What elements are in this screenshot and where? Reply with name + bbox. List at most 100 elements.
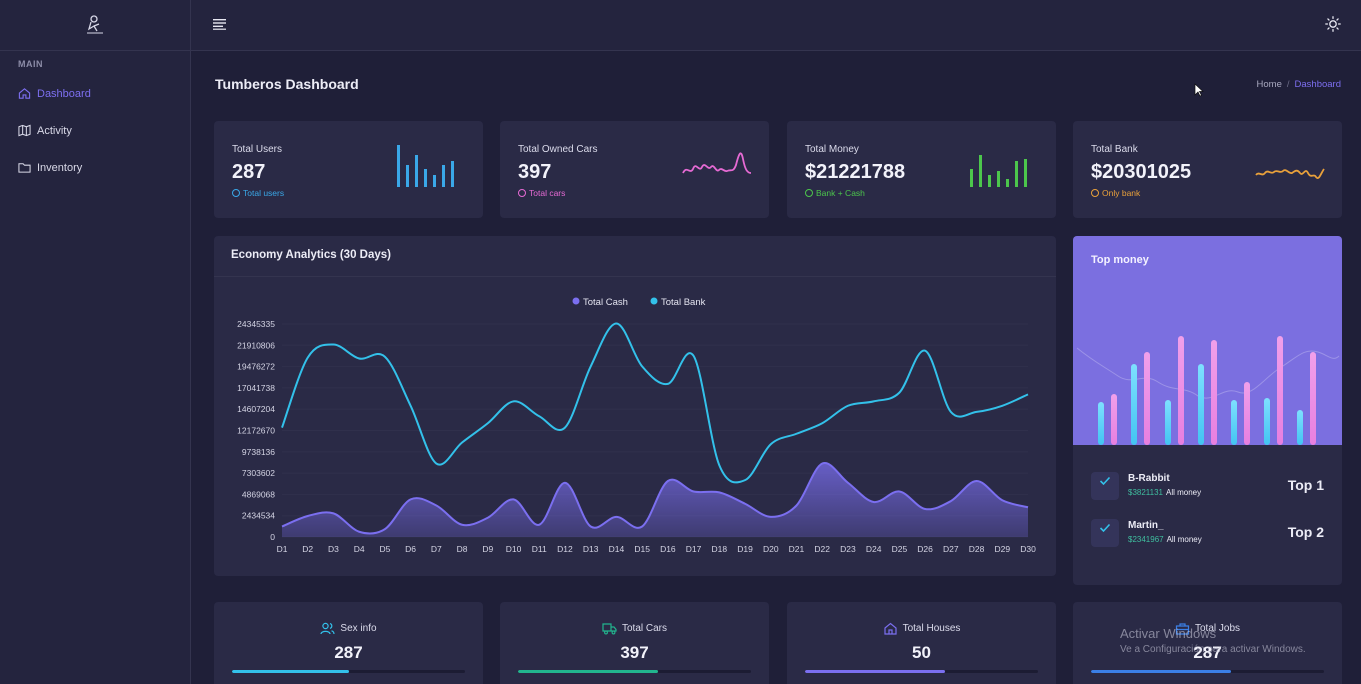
breadcrumb-current: Dashboard [1294,79,1341,90]
home-icon [18,88,31,99]
y-tick-label: 7303602 [242,468,275,478]
spark-bar [979,155,982,187]
breadcrumb-home[interactable]: Home [1256,79,1282,90]
top-money-card: Top money B-Rabbit $3821131 All money Top… [1073,236,1342,585]
decorative-bar [1277,336,1283,445]
logo-icon [87,15,103,34]
check-icon [1091,519,1119,547]
x-tick-label: D19 [737,544,753,554]
sparkline-line [682,152,752,174]
stat-card-total-users: Total Users 287 Total users [214,121,483,218]
breadcrumb-separator: / [1286,79,1290,90]
sidebar: MAIN Dashboard Activity Inventory [0,0,191,684]
progress-bar [1091,670,1324,673]
decorative-bar [1198,364,1204,445]
y-tick-label: 0 [270,532,275,542]
menu-toggle-icon[interactable] [213,18,227,30]
x-tick-label: D21 [789,544,805,554]
legend-item[interactable]: Total Bank [650,297,706,308]
x-tick-label: D28 [969,544,985,554]
truck-icon [602,623,617,635]
x-tick-label: D3 [328,544,339,554]
spark-bar [970,169,973,187]
stat-label: Total Money [805,144,859,155]
sun-icon[interactable] [1325,16,1341,32]
spark-bar [1015,161,1018,187]
bottom-card-total-cars: Total Cars 397 [500,602,769,684]
bottom-card-value: 287 [334,643,363,662]
x-tick-label: D18 [712,544,728,554]
x-tick-label: D9 [482,544,493,554]
top-money-chart [1076,336,1340,445]
sidebar-item-label: Activity [37,124,72,137]
spark-bar [433,175,436,187]
sidebar-item-dashboard[interactable]: Dashboard [0,75,190,112]
decorative-bar [1297,410,1303,445]
x-tick-label: D13 [583,544,599,554]
decorative-bar [1144,352,1150,445]
decorative-bar [1111,394,1117,445]
x-tick-label: D1 [277,544,288,554]
stat-value: $21221788 [805,161,906,183]
x-tick-label: D2 [302,544,313,554]
x-tick-label: D23 [840,544,856,554]
x-tick-label: D17 [686,544,702,554]
legend-label: Total Bank [661,297,706,308]
sidebar-item-activity[interactable]: Activity [0,112,190,149]
player-amount-suffix: All money [1166,488,1202,497]
card-title: Economy Analytics (30 Days) [231,249,391,261]
spark-bar [1006,179,1009,187]
map-icon [18,124,31,137]
progress-fill [1091,670,1231,673]
y-tick-label: 4869068 [242,489,275,499]
breadcrumb: Home / Dashboard [1257,79,1341,90]
house-icon [883,622,897,635]
info-circle-icon [518,189,526,197]
spark-bar [1024,159,1027,187]
series-line-total-cash [281,461,1029,535]
sidebar-item-inventory[interactable]: Inventory [0,149,190,186]
decorative-bar [1131,364,1137,445]
progress-fill [232,670,349,673]
sparkline-line [1255,168,1325,179]
sidebar-section-main: MAIN [18,59,43,69]
stat-label: Total Owned Cars [518,144,598,155]
watermark-title: Activar Windows [1120,626,1217,641]
top-player-row: B-Rabbit $3821131 All money Top 1 [1091,472,1324,502]
player-rank: Top 2 [1287,524,1324,540]
player-name: B-Rabbit [1128,473,1170,484]
player-money: $3821131 All money [1128,488,1201,497]
x-tick-label: D26 [917,544,933,554]
y-tick-label: 9738136 [242,447,275,457]
y-tick-label: 2434534 [242,511,275,521]
bottom-card-header: Total Cars [500,622,769,635]
check-icon [1091,472,1119,500]
stat-sub: Bank + Cash [805,188,865,198]
player-amount-suffix: All money [1166,535,1202,544]
info-circle-icon [1091,189,1099,197]
y-tick-label: 14607204 [237,404,275,414]
mouse-cursor-icon [1194,83,1204,97]
stat-sub-label: Bank + Cash [816,188,865,198]
x-tick-label: D11 [532,544,547,554]
y-tick-label: 17041738 [237,383,275,393]
bottom-card-label: Total Jobs [1194,623,1241,634]
bottom-card-label: Total Cars [621,623,667,634]
y-tick-label: 12172670 [237,426,275,436]
check-circle-icon [805,189,813,197]
decorative-bar [1178,336,1184,445]
legend-marker [650,297,658,305]
y-tick-label: 24345335 [237,319,275,329]
watermark-subtitle: Ve a Configuración para activar Windows. [1120,644,1306,655]
stat-card-total-money: Total Money $21221788 Bank + Cash [787,121,1056,218]
bottom-card-sex-info: Sex info 287 [214,602,483,684]
bottom-card-value: 397 [620,643,649,662]
page-title: Tumberos Dashboard [215,76,359,92]
decorative-bar [1231,400,1237,445]
decorative-bar [1264,398,1270,445]
logo[interactable] [0,0,190,51]
stat-value: $20301025 [1091,161,1192,183]
stat-label: Total Users [232,144,283,155]
decorative-bar [1244,382,1250,445]
legend-item[interactable]: Total Cash [572,297,628,308]
